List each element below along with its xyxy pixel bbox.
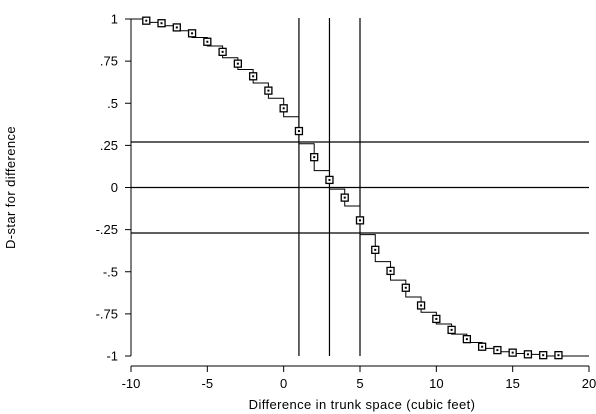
y-tick-label: -1 (106, 349, 118, 364)
data-point-dot (420, 304, 423, 307)
data-point-dot (481, 345, 484, 348)
data-point-dot (313, 156, 316, 159)
data-point (386, 266, 395, 276)
data-point (294, 126, 304, 136)
y-tick-label: 0 (111, 180, 118, 195)
data-point (447, 325, 456, 335)
data-point-dot (267, 89, 270, 92)
data-point (142, 16, 151, 25)
data-point-dot (343, 196, 346, 199)
data-point (248, 72, 258, 81)
data-point (172, 23, 181, 32)
data-point-dot (221, 50, 224, 53)
data-point (523, 350, 533, 359)
data-point-dot (496, 349, 499, 352)
data-point-dot (511, 351, 514, 354)
y-tick-label: -.25 (96, 222, 118, 237)
data-point-dot (359, 219, 361, 222)
x-tick-label: 10 (429, 376, 443, 391)
data-point (203, 37, 212, 46)
y-tick-label: -.75 (96, 306, 118, 321)
y-tick-label: .75 (100, 54, 118, 69)
data-point-dot (374, 248, 377, 251)
x-tick-label: 5 (356, 376, 363, 391)
data-point-dot (542, 354, 545, 357)
data-point (233, 59, 243, 68)
y-tick-label: 1 (111, 12, 118, 27)
data-point-dot (404, 286, 407, 289)
data-point (401, 283, 410, 292)
data-point-dot (206, 40, 209, 43)
data-point (355, 216, 365, 225)
data-point-dot (160, 22, 163, 25)
y-tick-label: -.5 (103, 264, 118, 279)
data-point (187, 29, 197, 38)
data-point-dot (526, 353, 529, 356)
data-point-dot (557, 354, 560, 357)
axes: 1 .75 .5 .25 0 -.25 -.5 -.75 -1 -10 -5 0 5 10 15 20 (96, 12, 596, 392)
data-point (310, 153, 319, 162)
data-point (325, 175, 334, 185)
data-point-dot (282, 107, 285, 110)
data-point-dot (145, 19, 148, 22)
data-point (340, 193, 349, 202)
data-point-dot (435, 317, 438, 320)
data-point-dot (389, 269, 392, 272)
data-point-dot (236, 62, 239, 65)
data-point (508, 348, 517, 357)
data-point-dot (175, 26, 178, 29)
data-point (416, 301, 426, 310)
data-point (554, 351, 563, 360)
y-tick-label: .5 (107, 96, 118, 111)
data-point-dot (450, 328, 453, 331)
x-tick-label: 0 (280, 376, 287, 391)
x-tick-label: -5 (202, 376, 214, 391)
y-tick-label: .25 (100, 138, 118, 153)
x-tick-label: 20 (582, 376, 596, 391)
x-tick-label: -10 (122, 376, 141, 391)
y-axis-title: D-star for difference (3, 126, 18, 249)
data-point (493, 345, 502, 355)
data-point (264, 86, 273, 95)
data-point-dot (252, 75, 255, 78)
data-point-dot (191, 32, 194, 35)
data-point (477, 342, 487, 351)
x-axis-title: Difference in trunk space (cubic feet) (249, 397, 476, 412)
data-point-dot (465, 338, 468, 341)
data-point (157, 19, 166, 28)
x-tick-label: 15 (505, 376, 519, 391)
data-point (371, 245, 380, 254)
data-points (142, 16, 563, 360)
data-point (462, 334, 472, 344)
data-point (432, 314, 441, 324)
reference-lines (131, 18, 589, 356)
data-point-dot (297, 130, 300, 133)
data-point-dot (328, 178, 331, 181)
data-point (279, 104, 288, 113)
data-point (539, 351, 548, 360)
data-point (218, 47, 227, 57)
